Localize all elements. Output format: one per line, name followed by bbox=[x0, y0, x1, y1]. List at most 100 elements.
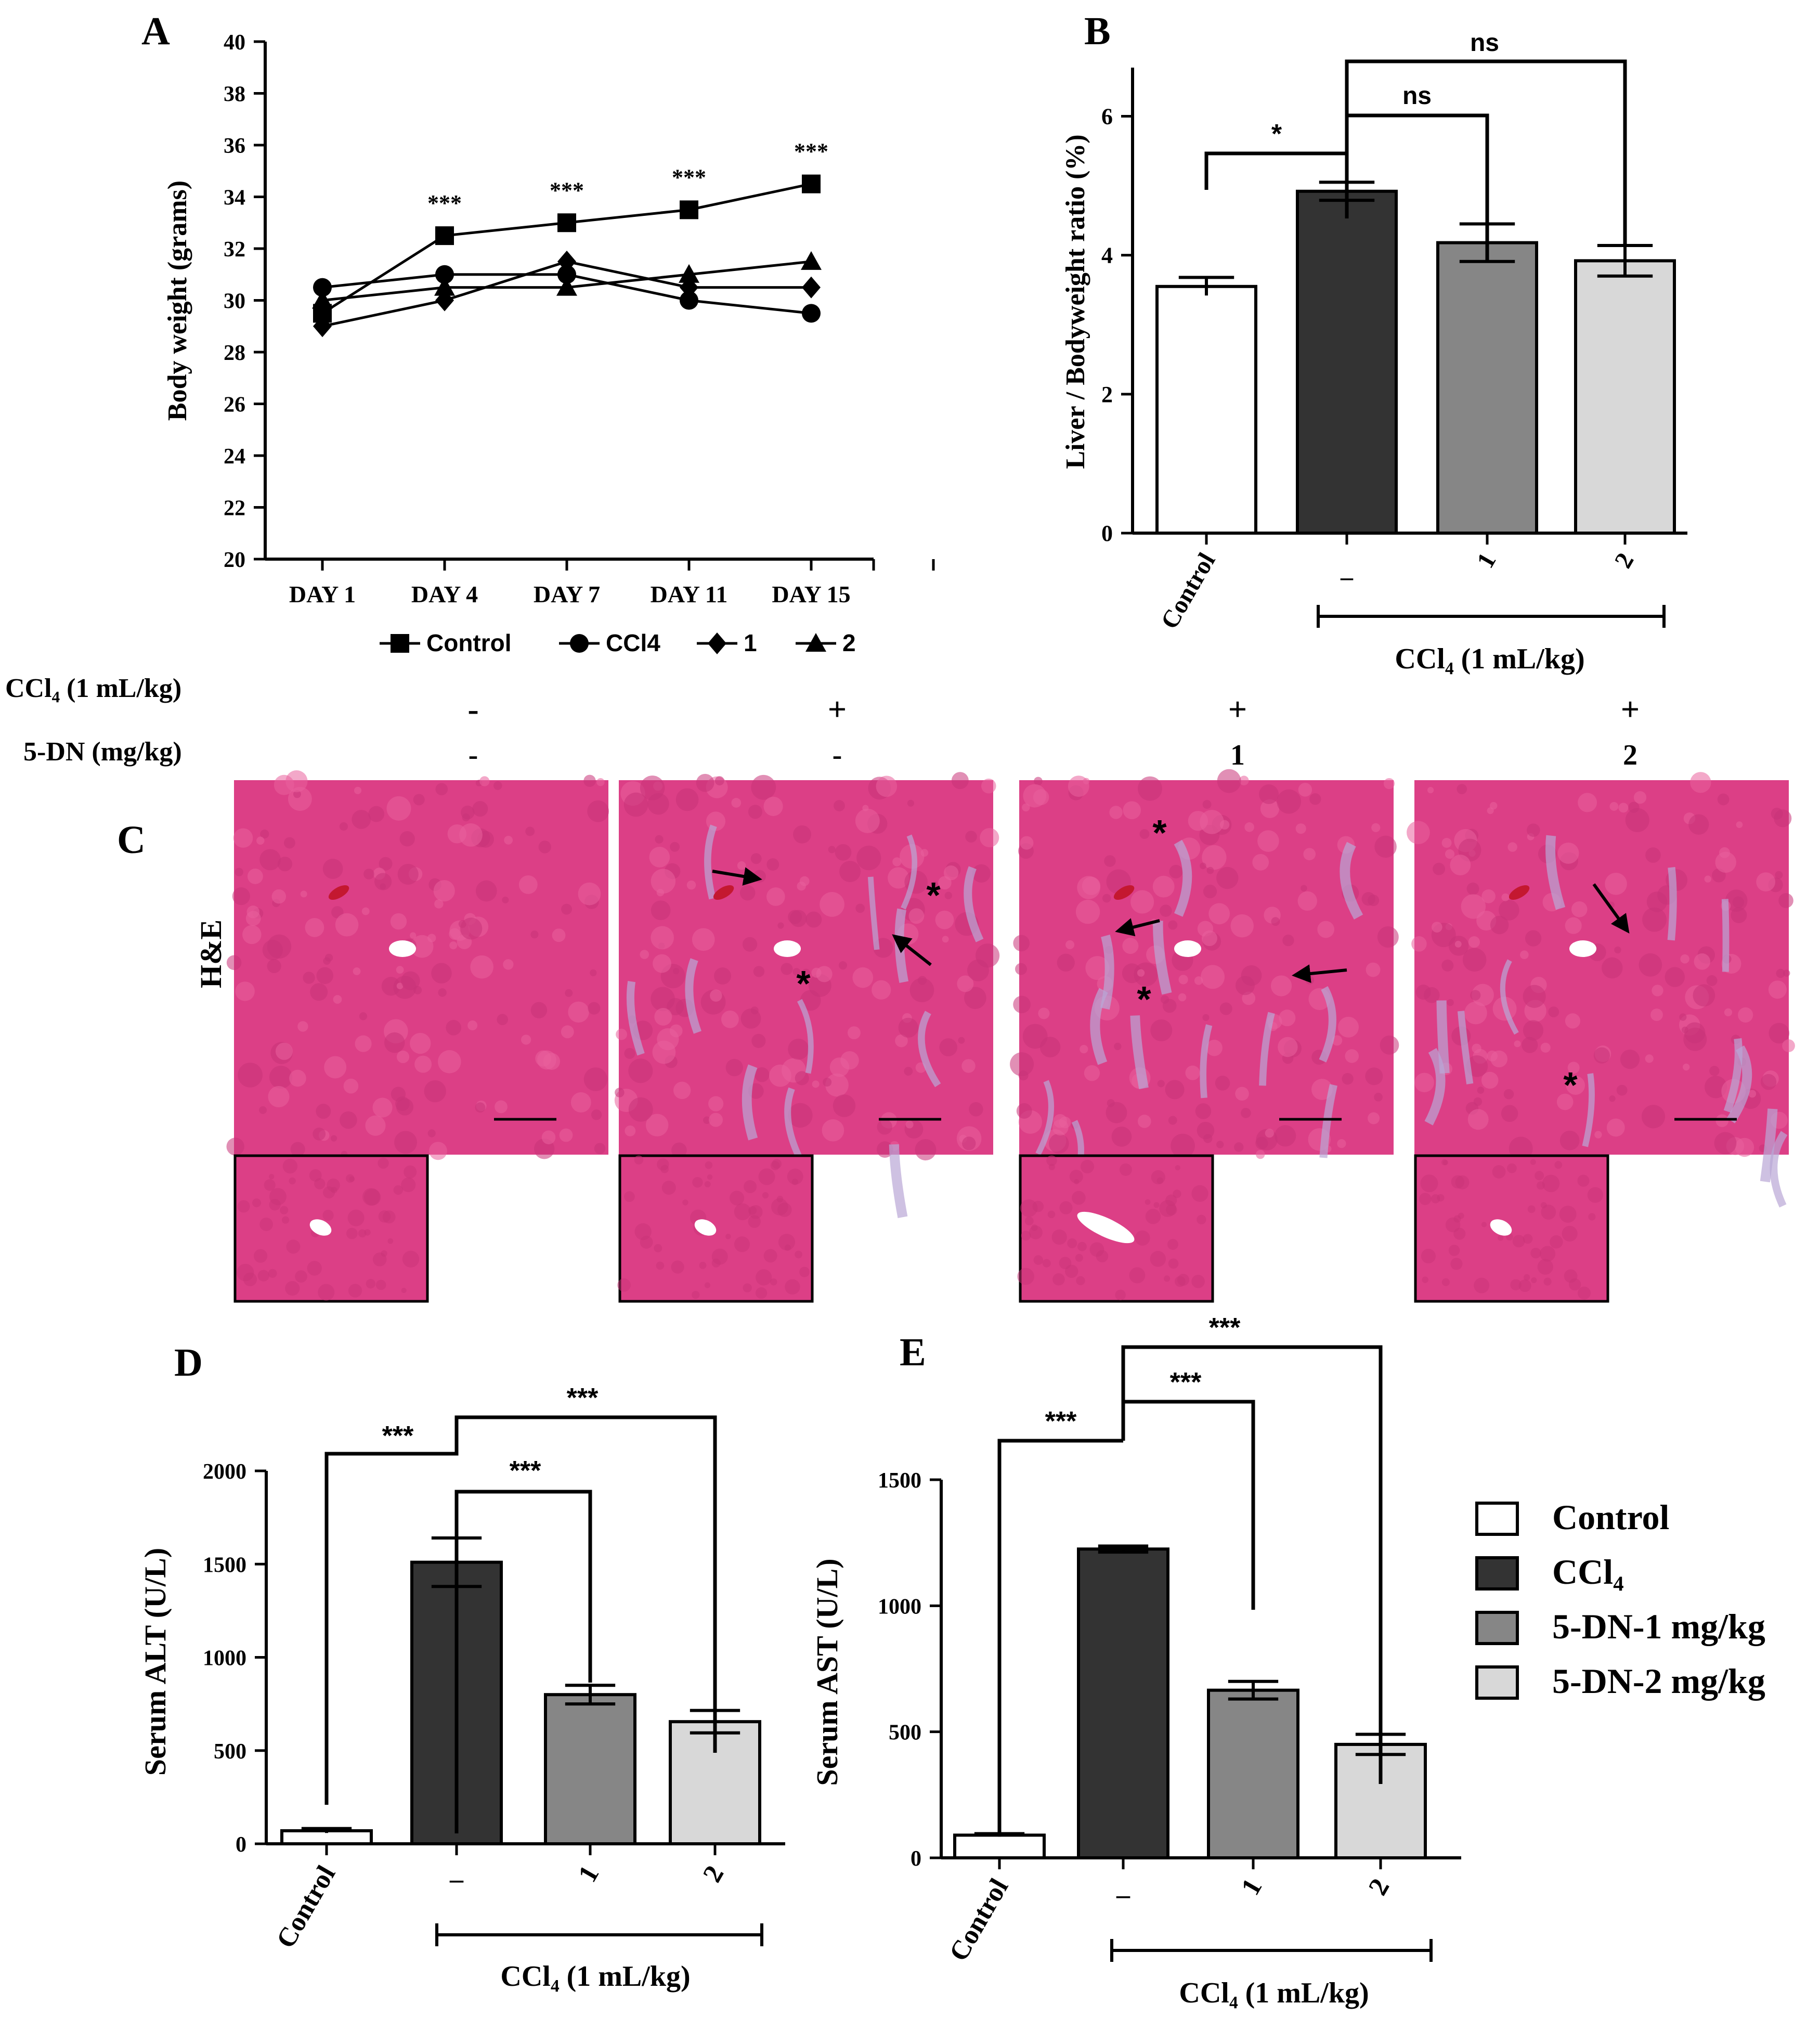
fibrosis-band bbox=[1340, 842, 1363, 920]
tissue-texture bbox=[656, 888, 665, 897]
tissue-texture bbox=[1309, 793, 1321, 805]
tissue-texture bbox=[1706, 975, 1718, 986]
tissue-texture bbox=[1609, 802, 1619, 811]
inset-vessel bbox=[1077, 1211, 1135, 1244]
inset-texture bbox=[358, 1229, 367, 1238]
tissue-texture bbox=[283, 837, 295, 849]
tissue-texture bbox=[1782, 1039, 1795, 1052]
inset-texture bbox=[1046, 1155, 1057, 1166]
tissue-texture bbox=[944, 891, 952, 900]
tissue-texture bbox=[1694, 953, 1711, 970]
inset-texture bbox=[1197, 1214, 1206, 1225]
line-legend: Control CCl4 1 2 bbox=[380, 629, 856, 656]
tissue-texture bbox=[1206, 1039, 1223, 1056]
significance-label: *** bbox=[1045, 1406, 1077, 1437]
tissue-texture bbox=[1311, 1079, 1333, 1100]
tissue-texture bbox=[397, 863, 419, 885]
tissue-texture bbox=[1523, 1020, 1544, 1041]
marker-square bbox=[557, 213, 576, 232]
inset-texture bbox=[366, 1278, 376, 1289]
tissue-texture bbox=[394, 1131, 418, 1154]
marker-circle bbox=[680, 291, 698, 310]
tissue-texture bbox=[1717, 793, 1730, 806]
inset-texture bbox=[1033, 1255, 1044, 1265]
tissue-texture bbox=[980, 828, 999, 848]
inset-vessel bbox=[694, 1219, 717, 1236]
tissue-texture bbox=[1681, 1026, 1688, 1033]
tissue-texture bbox=[434, 899, 444, 909]
fibrosis-band bbox=[964, 866, 984, 942]
tissue-texture bbox=[1016, 1103, 1032, 1119]
fibrosis-band bbox=[742, 1064, 758, 1141]
tissue-texture bbox=[359, 1012, 368, 1020]
lesion-arrow bbox=[1292, 964, 1347, 983]
tissue-texture bbox=[750, 1006, 759, 1015]
y-tick-label: 40 bbox=[224, 31, 245, 55]
tissue-texture bbox=[479, 776, 490, 786]
tissue-texture bbox=[714, 967, 731, 985]
tissue-texture bbox=[645, 1114, 669, 1136]
inset-texture bbox=[1540, 1246, 1556, 1262]
inset-texture bbox=[1119, 1163, 1132, 1176]
inset-texture bbox=[1069, 1170, 1083, 1184]
tissue-texture bbox=[1642, 907, 1667, 932]
inset-texture bbox=[1587, 1187, 1603, 1203]
inset-texture bbox=[661, 1181, 676, 1195]
tissue-texture bbox=[1277, 789, 1302, 814]
tissue-texture bbox=[352, 810, 371, 829]
chart-b: 0 2 4 6 * ns ns Control – 1 2 CCl₄ (1 mL/kg) Liver /… bbox=[1061, 29, 1687, 675]
tissue-texture bbox=[1057, 953, 1075, 972]
tissue-texture bbox=[583, 774, 596, 787]
legend-label: 5-DN-1 mg/kg bbox=[1552, 1607, 1765, 1646]
tissue-texture bbox=[649, 847, 670, 868]
y-tick-label: 1500 bbox=[203, 1553, 246, 1577]
tissue-texture bbox=[1498, 899, 1519, 921]
inset-texture bbox=[770, 1161, 780, 1170]
significance-bracket bbox=[1121, 1400, 1255, 1610]
legend-label: Control bbox=[426, 629, 512, 656]
tissue-texture bbox=[238, 1063, 263, 1088]
inset-texture bbox=[704, 1282, 711, 1288]
tissue-texture bbox=[753, 870, 766, 883]
inset-texture bbox=[1523, 1234, 1533, 1244]
lesion-arrow bbox=[1592, 883, 1630, 934]
tissue-texture bbox=[981, 778, 996, 794]
inset-texture bbox=[1569, 1278, 1581, 1291]
inset-texture bbox=[711, 1258, 721, 1268]
inset-texture bbox=[1042, 1259, 1051, 1268]
tissue-texture bbox=[1109, 806, 1123, 819]
fibrosis-band bbox=[704, 824, 717, 900]
tissue-texture bbox=[396, 1050, 410, 1064]
tissue-texture bbox=[904, 1067, 913, 1076]
inset-texture bbox=[778, 1234, 796, 1251]
tissue-texture bbox=[895, 1034, 908, 1048]
tissue-texture bbox=[431, 963, 452, 984]
he-inset bbox=[618, 1154, 814, 1303]
he-image-3 bbox=[1010, 769, 1399, 1303]
tissue-texture bbox=[1709, 1066, 1720, 1076]
tissue-texture bbox=[1239, 775, 1249, 785]
tissue-texture bbox=[708, 1096, 724, 1111]
tissue-texture bbox=[847, 1026, 861, 1040]
lesion-asterisk: * bbox=[1152, 812, 1167, 853]
tissue-texture bbox=[1244, 822, 1254, 832]
vessel bbox=[1569, 940, 1596, 957]
tissue-texture bbox=[1724, 1008, 1733, 1016]
tissue-texture bbox=[565, 989, 573, 997]
tissue-texture bbox=[628, 1058, 653, 1083]
inset-texture bbox=[1506, 1233, 1513, 1241]
tissue-texture bbox=[714, 776, 724, 786]
category-label: Control bbox=[1155, 548, 1220, 633]
inset-texture bbox=[799, 1266, 810, 1277]
fibrosis-band bbox=[889, 1144, 908, 1219]
tissue-texture bbox=[475, 880, 497, 902]
inset-texture bbox=[1151, 1170, 1165, 1185]
tissue-texture bbox=[628, 1097, 653, 1122]
inset-texture bbox=[372, 1252, 387, 1266]
marker-triangle bbox=[805, 633, 826, 652]
histology-panel: CCl₄ (1 mL/kg) 5-DN (mg/kg) H&E - - + - +1 +2… bbox=[5, 674, 1795, 1303]
significance-label: *** bbox=[427, 190, 462, 216]
lesion-asterisk: * bbox=[1563, 1065, 1578, 1105]
tissue-texture bbox=[1265, 1129, 1274, 1138]
inset-texture bbox=[289, 1177, 296, 1185]
